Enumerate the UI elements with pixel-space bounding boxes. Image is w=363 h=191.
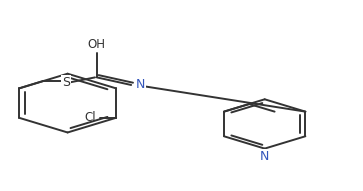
- Text: Cl: Cl: [85, 111, 96, 124]
- Text: N: N: [136, 78, 145, 91]
- Text: S: S: [62, 76, 70, 89]
- Text: OH: OH: [88, 38, 106, 51]
- Text: N: N: [260, 151, 269, 163]
